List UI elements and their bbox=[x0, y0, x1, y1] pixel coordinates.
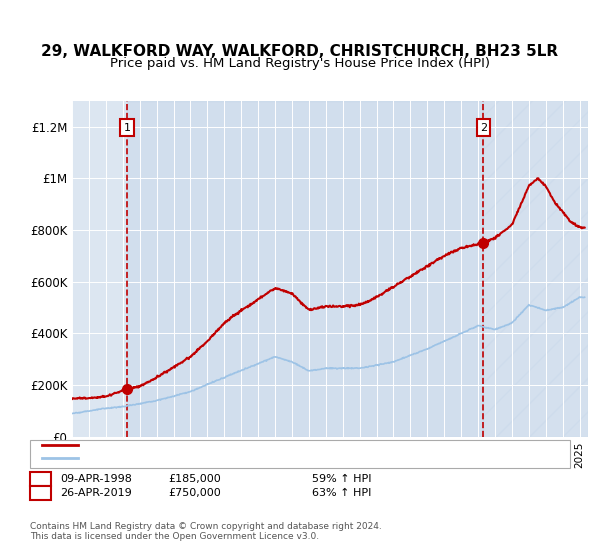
Text: 63% ↑ HPI: 63% ↑ HPI bbox=[312, 488, 371, 498]
Text: Price paid vs. HM Land Registry's House Price Index (HPI): Price paid vs. HM Land Registry's House … bbox=[110, 57, 490, 70]
Text: 1: 1 bbox=[37, 474, 44, 484]
Text: 26-APR-2019: 26-APR-2019 bbox=[60, 488, 132, 498]
Text: HPI: Average price, detached house, Bournemouth Christchurch and Poole: HPI: Average price, detached house, Bour… bbox=[84, 452, 472, 463]
Bar bbox=[484, 101, 588, 437]
Text: 09-APR-1998: 09-APR-1998 bbox=[60, 474, 132, 484]
Text: £185,000: £185,000 bbox=[168, 474, 221, 484]
Bar bbox=[127, 101, 484, 437]
Text: 2: 2 bbox=[480, 123, 487, 133]
Text: 29, WALKFORD WAY, WALKFORD, CHRISTCHURCH, BH23 5LR: 29, WALKFORD WAY, WALKFORD, CHRISTCHURCH… bbox=[41, 44, 559, 59]
Text: £750,000: £750,000 bbox=[168, 488, 221, 498]
Text: 29, WALKFORD WAY, WALKFORD, CHRISTCHURCH, BH23 5LR (detached house): 29, WALKFORD WAY, WALKFORD, CHRISTCHURCH… bbox=[84, 440, 494, 450]
Text: 59% ↑ HPI: 59% ↑ HPI bbox=[312, 474, 371, 484]
Text: 2: 2 bbox=[37, 488, 44, 498]
Text: Contains HM Land Registry data © Crown copyright and database right 2024.
This d: Contains HM Land Registry data © Crown c… bbox=[30, 522, 382, 542]
Text: 1: 1 bbox=[124, 123, 131, 133]
